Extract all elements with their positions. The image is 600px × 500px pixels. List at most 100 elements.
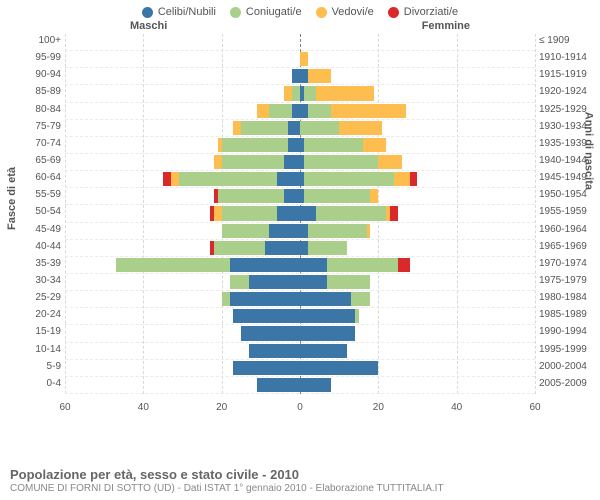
age-label: 45-49 — [23, 224, 61, 235]
x-tick: 20 — [216, 402, 227, 413]
pyramid-row: 45-491960-1964 — [65, 223, 535, 240]
bar-segment-married — [308, 104, 332, 118]
bar-segment-married — [222, 138, 289, 152]
legend-label: Divorziati/e — [404, 6, 458, 18]
y-axis-title-left: Fasce di età — [6, 167, 18, 230]
birth-year-label: 1935-1939 — [539, 138, 593, 149]
chart-container: Celibi/Nubili Coniugati/e Vedovi/e Divorzia… — [0, 0, 600, 500]
bar-segment-single — [230, 292, 301, 306]
row-separator — [65, 393, 535, 394]
bar-segment-married — [327, 275, 370, 289]
age-label: 70-74 — [23, 138, 61, 149]
legend-swatch — [230, 7, 241, 18]
female-bar — [300, 224, 370, 238]
bar-segment-married — [300, 121, 339, 135]
male-bar — [222, 292, 300, 306]
footer-subtitle: COMUNE DI FORNI DI SOTTO (UD) - Dati IST… — [10, 483, 590, 494]
bar-segment-divorced — [163, 172, 171, 186]
bar-segment-widow — [233, 121, 241, 135]
x-tick: 0 — [297, 402, 303, 413]
pyramid-row: 65-691940-1944 — [65, 154, 535, 171]
age-label: 100+ — [23, 35, 61, 46]
legend-item: Divorziati/e — [388, 6, 458, 18]
pyramid-row: 30-341975-1979 — [65, 274, 535, 291]
pyramid-row: 60-641945-1949 — [65, 171, 535, 188]
legend-item: Coniugati/e — [230, 6, 302, 18]
x-tick: 60 — [59, 402, 70, 413]
age-label: 30-34 — [23, 275, 61, 286]
birth-year-label: 1950-1954 — [539, 189, 593, 200]
pyramid-row: 55-591950-1954 — [65, 188, 535, 205]
bar-segment-single — [257, 378, 300, 392]
male-bar — [218, 138, 300, 152]
bar-segment-divorced — [390, 206, 398, 220]
pyramid-row: 95-991910-1914 — [65, 51, 535, 68]
footer: Popolazione per età, sesso e stato civil… — [10, 467, 590, 494]
bar-segment-married — [218, 189, 285, 203]
female-bar — [300, 326, 355, 340]
male-bar — [284, 86, 300, 100]
birth-year-label: 1995-1999 — [539, 344, 593, 355]
male-bar — [163, 172, 300, 186]
legend-item: Vedovi/e — [316, 6, 374, 18]
bar-segment-widow — [316, 86, 375, 100]
bar-segment-married — [316, 206, 387, 220]
female-bar — [300, 275, 370, 289]
male-bar — [233, 361, 300, 375]
age-label: 10-14 — [23, 344, 61, 355]
birth-year-label: 2000-2004 — [539, 361, 593, 372]
female-bar — [300, 309, 359, 323]
age-label: 55-59 — [23, 189, 61, 200]
female-bar — [300, 121, 382, 135]
birth-year-label: 1915-1919 — [539, 69, 593, 80]
birth-year-label: 1970-1974 — [539, 258, 593, 269]
bar-segment-widow — [339, 121, 382, 135]
male-bar — [257, 104, 300, 118]
male-bar — [233, 309, 300, 323]
pyramid-row: 25-291980-1984 — [65, 291, 535, 308]
legend-label: Vedovi/e — [332, 6, 374, 18]
bar-segment-married — [230, 275, 250, 289]
bar-segment-single — [300, 69, 308, 83]
female-bar — [300, 52, 308, 66]
pyramid-row: 10-141995-1999 — [65, 343, 535, 360]
pyramid-row: 15-191990-1994 — [65, 325, 535, 342]
male-bar — [222, 224, 300, 238]
bar-segment-single — [284, 155, 300, 169]
bar-segment-widow — [171, 172, 179, 186]
male-bar — [210, 241, 300, 255]
bar-segment-married — [214, 241, 265, 255]
bar-segment-single — [292, 69, 300, 83]
bar-segment-single — [300, 344, 347, 358]
bar-segment-divorced — [410, 172, 418, 186]
legend: Celibi/Nubili Coniugati/e Vedovi/e Divorzia… — [0, 0, 600, 20]
birth-year-label: 1985-1989 — [539, 309, 593, 320]
bar-segment-single — [300, 224, 308, 238]
bar-segment-widow — [370, 189, 378, 203]
bar-segment-married — [304, 172, 394, 186]
male-bar — [214, 155, 300, 169]
pyramid-row: 5-92000-2004 — [65, 360, 535, 377]
bar-segment-single — [277, 172, 301, 186]
bar-segment-married — [241, 121, 288, 135]
legend-swatch — [388, 7, 399, 18]
male-bar — [210, 206, 300, 220]
pyramid-row: 100+≤ 1909 — [65, 34, 535, 51]
female-bar — [300, 172, 417, 186]
bar-segment-single — [249, 344, 300, 358]
bar-segment-widow — [367, 224, 371, 238]
legend-swatch — [316, 7, 327, 18]
bar-segment-widow — [331, 104, 405, 118]
female-bar — [300, 258, 410, 272]
pyramid-row: 90-941915-1919 — [65, 68, 535, 85]
legend-swatch — [142, 7, 153, 18]
age-label: 35-39 — [23, 258, 61, 269]
legend-item: Celibi/Nubili — [142, 6, 216, 18]
female-bar — [300, 241, 347, 255]
bar-segment-single — [300, 104, 308, 118]
age-label: 20-24 — [23, 309, 61, 320]
age-label: 80-84 — [23, 104, 61, 115]
grid-line — [535, 34, 536, 394]
age-label: 0-4 — [23, 378, 61, 389]
bar-segment-married — [355, 309, 359, 323]
